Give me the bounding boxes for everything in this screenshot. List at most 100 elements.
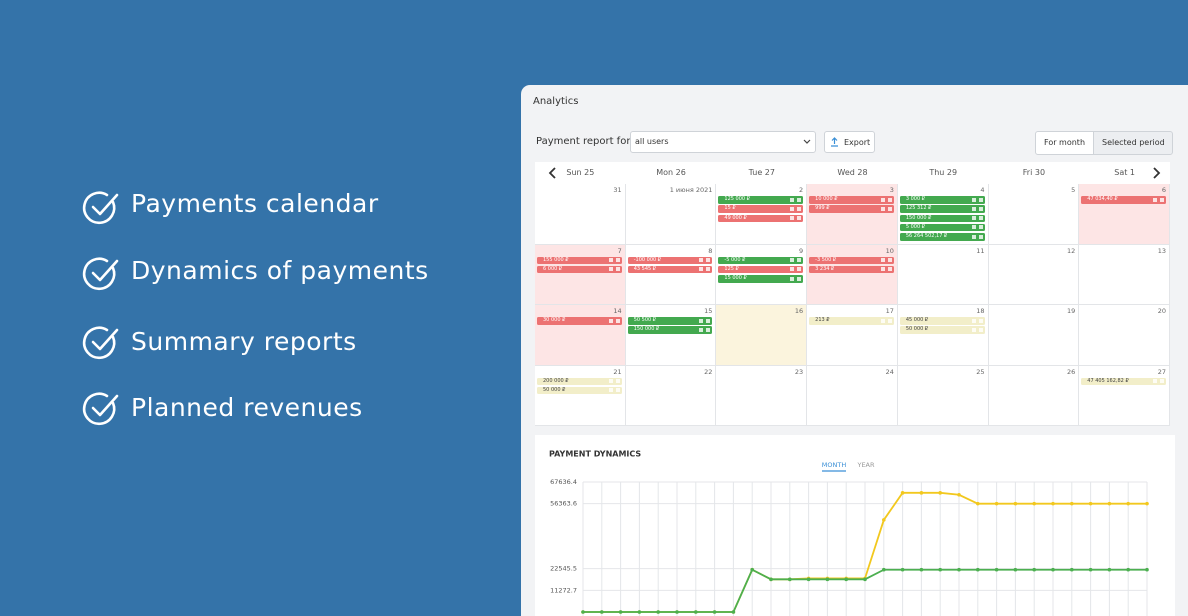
payment-entry: 56 264 502,17 ₽ [899, 233, 985, 241]
payment-entry: 125 ₽ [718, 265, 804, 274]
day-name: Fri 30 [1022, 168, 1046, 177]
data-point [1145, 501, 1149, 506]
day-date: 2 [798, 186, 804, 194]
data-point [1088, 501, 1093, 506]
day-name: Sun 25 [566, 168, 595, 177]
day-cell: 2 125 000 ₽15 ₽49 000 ₽ [716, 184, 808, 245]
day-date: 21 [613, 367, 622, 376]
data-point [957, 492, 961, 497]
payment-entry: -100 000 ₽ [627, 256, 713, 264]
data-point [938, 491, 942, 495]
data-point [957, 567, 961, 572]
payment-entry: 125 312 ₽ [899, 205, 985, 213]
day-date: 31 [613, 186, 622, 194]
prev-week[interactable] [548, 166, 558, 180]
payment-entry: 43 545 ₽ [627, 265, 713, 274]
day-cell: 22 [625, 365, 717, 426]
chart-card [535, 435, 1175, 616]
payment-entry: 30 000 ₽ [537, 317, 622, 325]
data-point [1126, 501, 1130, 506]
day-cell: 15 50 500 ₽150 000 ₽ [625, 305, 717, 366]
day-date: 18 [976, 307, 985, 315]
data-point [806, 577, 811, 582]
payment-entry: 50 500 ₽ [627, 317, 713, 325]
day-cell: 13 [1079, 244, 1170, 305]
feature-icons [82, 191, 119, 426]
data-point [900, 567, 905, 572]
data-point [825, 577, 830, 582]
day-cell: 16 [716, 305, 808, 366]
data-point [712, 610, 717, 614]
next-week[interactable] [1151, 166, 1161, 180]
data-point [656, 610, 660, 614]
data-point [1032, 501, 1036, 506]
payment-entry: 999 ₽ [809, 205, 894, 213]
day-date: 9 [798, 246, 804, 255]
period-tab[interactable]: YEAR [856, 461, 875, 469]
y-tick-label: 22545.5 [550, 565, 577, 573]
payment-entry: 125 000 ₽ [718, 196, 804, 204]
payment-entry: 15 000 ₽ [718, 275, 804, 283]
payment-entry: -3 500 ₽ [809, 256, 894, 264]
day-date: 19 [1066, 307, 1076, 315]
day-date: 23 [794, 367, 804, 376]
chart-title: PAYMENT DYNAMICS [549, 450, 641, 459]
feature: Planned revenues [131, 393, 363, 422]
y-tick-label: 67636.4 [550, 478, 577, 486]
day-cell: 11 [897, 244, 989, 305]
data-point [1070, 501, 1074, 506]
day-date: 3 [889, 186, 894, 194]
report-label: Payment report for [536, 136, 631, 147]
day-date: 7 [617, 246, 622, 255]
day-cell: 19 [988, 305, 1080, 366]
data-point [750, 567, 754, 572]
data-point [919, 567, 924, 572]
payment-entry: 155 000 ₽ [537, 256, 622, 264]
data-point [769, 577, 773, 582]
data-point [844, 577, 848, 582]
day-date: 12 [1066, 246, 1076, 255]
feature: Dynamics of payments [131, 256, 429, 285]
day-cell: 31 [535, 184, 626, 245]
data-point [694, 610, 698, 614]
data-point [882, 567, 886, 572]
day-date: 6 [1161, 186, 1166, 194]
data-point [731, 610, 736, 614]
y-tick-label: 11272.7 [550, 586, 577, 594]
day-date: 10 [885, 246, 894, 255]
tab[interactable]: Selected period [1093, 131, 1173, 155]
day-date: 11 [976, 246, 985, 255]
export-label: Export [844, 138, 871, 147]
data-point [1107, 567, 1112, 572]
day-cell: 14 30 000 ₽ [535, 305, 626, 366]
day-cell: 3 10 000 ₽999 ₽ [807, 184, 898, 245]
data-point [919, 491, 924, 495]
payment-entry: 47 405 162,82 ₽ [1081, 377, 1166, 385]
payment-entry: 200 000 ₽ [537, 377, 622, 385]
tab-label: Selected period [1102, 138, 1165, 147]
period-tab[interactable]: MONTH [822, 461, 847, 469]
data-point [1013, 567, 1018, 572]
data-point [788, 577, 792, 582]
data-point [600, 610, 604, 614]
feature: Summary reports [131, 327, 357, 356]
payment-entry: 150 000 ₽ [627, 326, 713, 334]
day-cell: 7 155 000 ₽6 000 ₽ [535, 244, 626, 305]
day-cell: 26 [988, 365, 1080, 426]
data-point [675, 610, 679, 614]
payment-entry: 5 000 ₽ [899, 223, 985, 232]
day-date: 4 [980, 186, 985, 194]
user-select[interactable]: all users [630, 131, 816, 153]
day-cell: 25 [897, 365, 989, 426]
day-date: 17 [885, 307, 894, 315]
data-point [863, 577, 867, 582]
select-value: all users [635, 137, 669, 146]
day-date: 24 [885, 367, 894, 376]
payment-entry: 213 ₽ [809, 317, 894, 325]
chevron [803, 139, 811, 144]
export-button[interactable]: Export [824, 131, 875, 153]
day-date: 15 [704, 307, 713, 315]
day-date: 8 [708, 246, 713, 255]
payment-entry: 150 000 ₽ [899, 214, 985, 223]
